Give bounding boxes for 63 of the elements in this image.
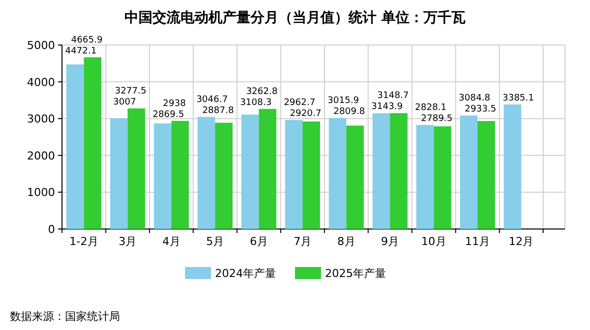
bar (346, 126, 364, 229)
data-label: 3046.7 (196, 94, 228, 105)
x-tick-label: 1-2月 (69, 235, 98, 248)
data-label: 3143.9 (371, 102, 404, 112)
data-label: 4472.1 (65, 46, 97, 56)
bar (460, 115, 478, 229)
data-label: 3084.8 (458, 93, 491, 104)
data-label: 2887.8 (202, 106, 234, 116)
data-label: 3007 (113, 97, 136, 108)
bar (128, 108, 146, 229)
data-label: 2809.8 (334, 107, 366, 118)
bar (434, 126, 452, 229)
data-label: 3015.9 (328, 96, 360, 106)
x-tick-label: 9月 (381, 235, 400, 248)
bar (390, 113, 408, 229)
data-label: 2962.7 (284, 98, 316, 108)
legend-label: 2024年产量 (215, 267, 276, 280)
data-label: 2828.1 (415, 102, 447, 113)
data-label: 3108.3 (240, 98, 272, 108)
x-tick-label: 11月 (465, 235, 490, 248)
bar (372, 113, 390, 229)
data-label: 2920.7 (290, 108, 322, 119)
y-tick-label: 4000 (27, 76, 55, 89)
bar (198, 116, 216, 229)
y-tick-label: 5000 (27, 39, 55, 52)
title: 中国交流电动机产量分月（当月值）统计 单位：万千瓦 (124, 10, 466, 26)
data-label: 2933.5 (464, 104, 496, 114)
bar (110, 118, 128, 229)
data-label: 3262.8 (246, 86, 278, 97)
bar (302, 122, 320, 229)
bar (171, 120, 189, 229)
y-tick-label: 2000 (27, 149, 55, 162)
x-tick-label: 4月 (162, 235, 180, 248)
data-label: 2938 (162, 98, 186, 109)
x-tick-label: 12月 (508, 235, 534, 248)
x-tick-label: 5月 (206, 235, 224, 248)
bar (154, 123, 172, 229)
bar (478, 121, 496, 229)
x-tick-label: 6月 (250, 235, 268, 248)
bar (416, 124, 434, 229)
x-tick-label: 10月 (421, 235, 446, 248)
data-label: 3277.5 (114, 86, 146, 96)
bar (258, 108, 276, 229)
y-tick-label: 0 (48, 223, 55, 236)
bar (241, 114, 259, 229)
bar (215, 122, 233, 229)
x-tick-label: 8月 (337, 235, 356, 248)
y-tick-label: 3000 (27, 112, 55, 126)
bar (285, 120, 303, 229)
data-label: 4665.9 (71, 35, 103, 46)
data-label: 3148.7 (377, 91, 409, 102)
legend-label: 2025年产量 (325, 267, 386, 280)
y-tick-label: 1000 (27, 186, 55, 200)
x-tick-label: 3月 (118, 235, 137, 248)
bar (66, 64, 84, 229)
data-label: 3385.1 (502, 93, 534, 104)
x-tick-label: 7月 (294, 235, 312, 248)
annotation: 数据来源：国家统计局 (10, 310, 120, 323)
bar (84, 57, 102, 229)
bar (504, 104, 522, 229)
data-label: 2789.5 (421, 114, 453, 124)
bar (328, 118, 346, 229)
data-label: 2869.5 (152, 110, 184, 120)
